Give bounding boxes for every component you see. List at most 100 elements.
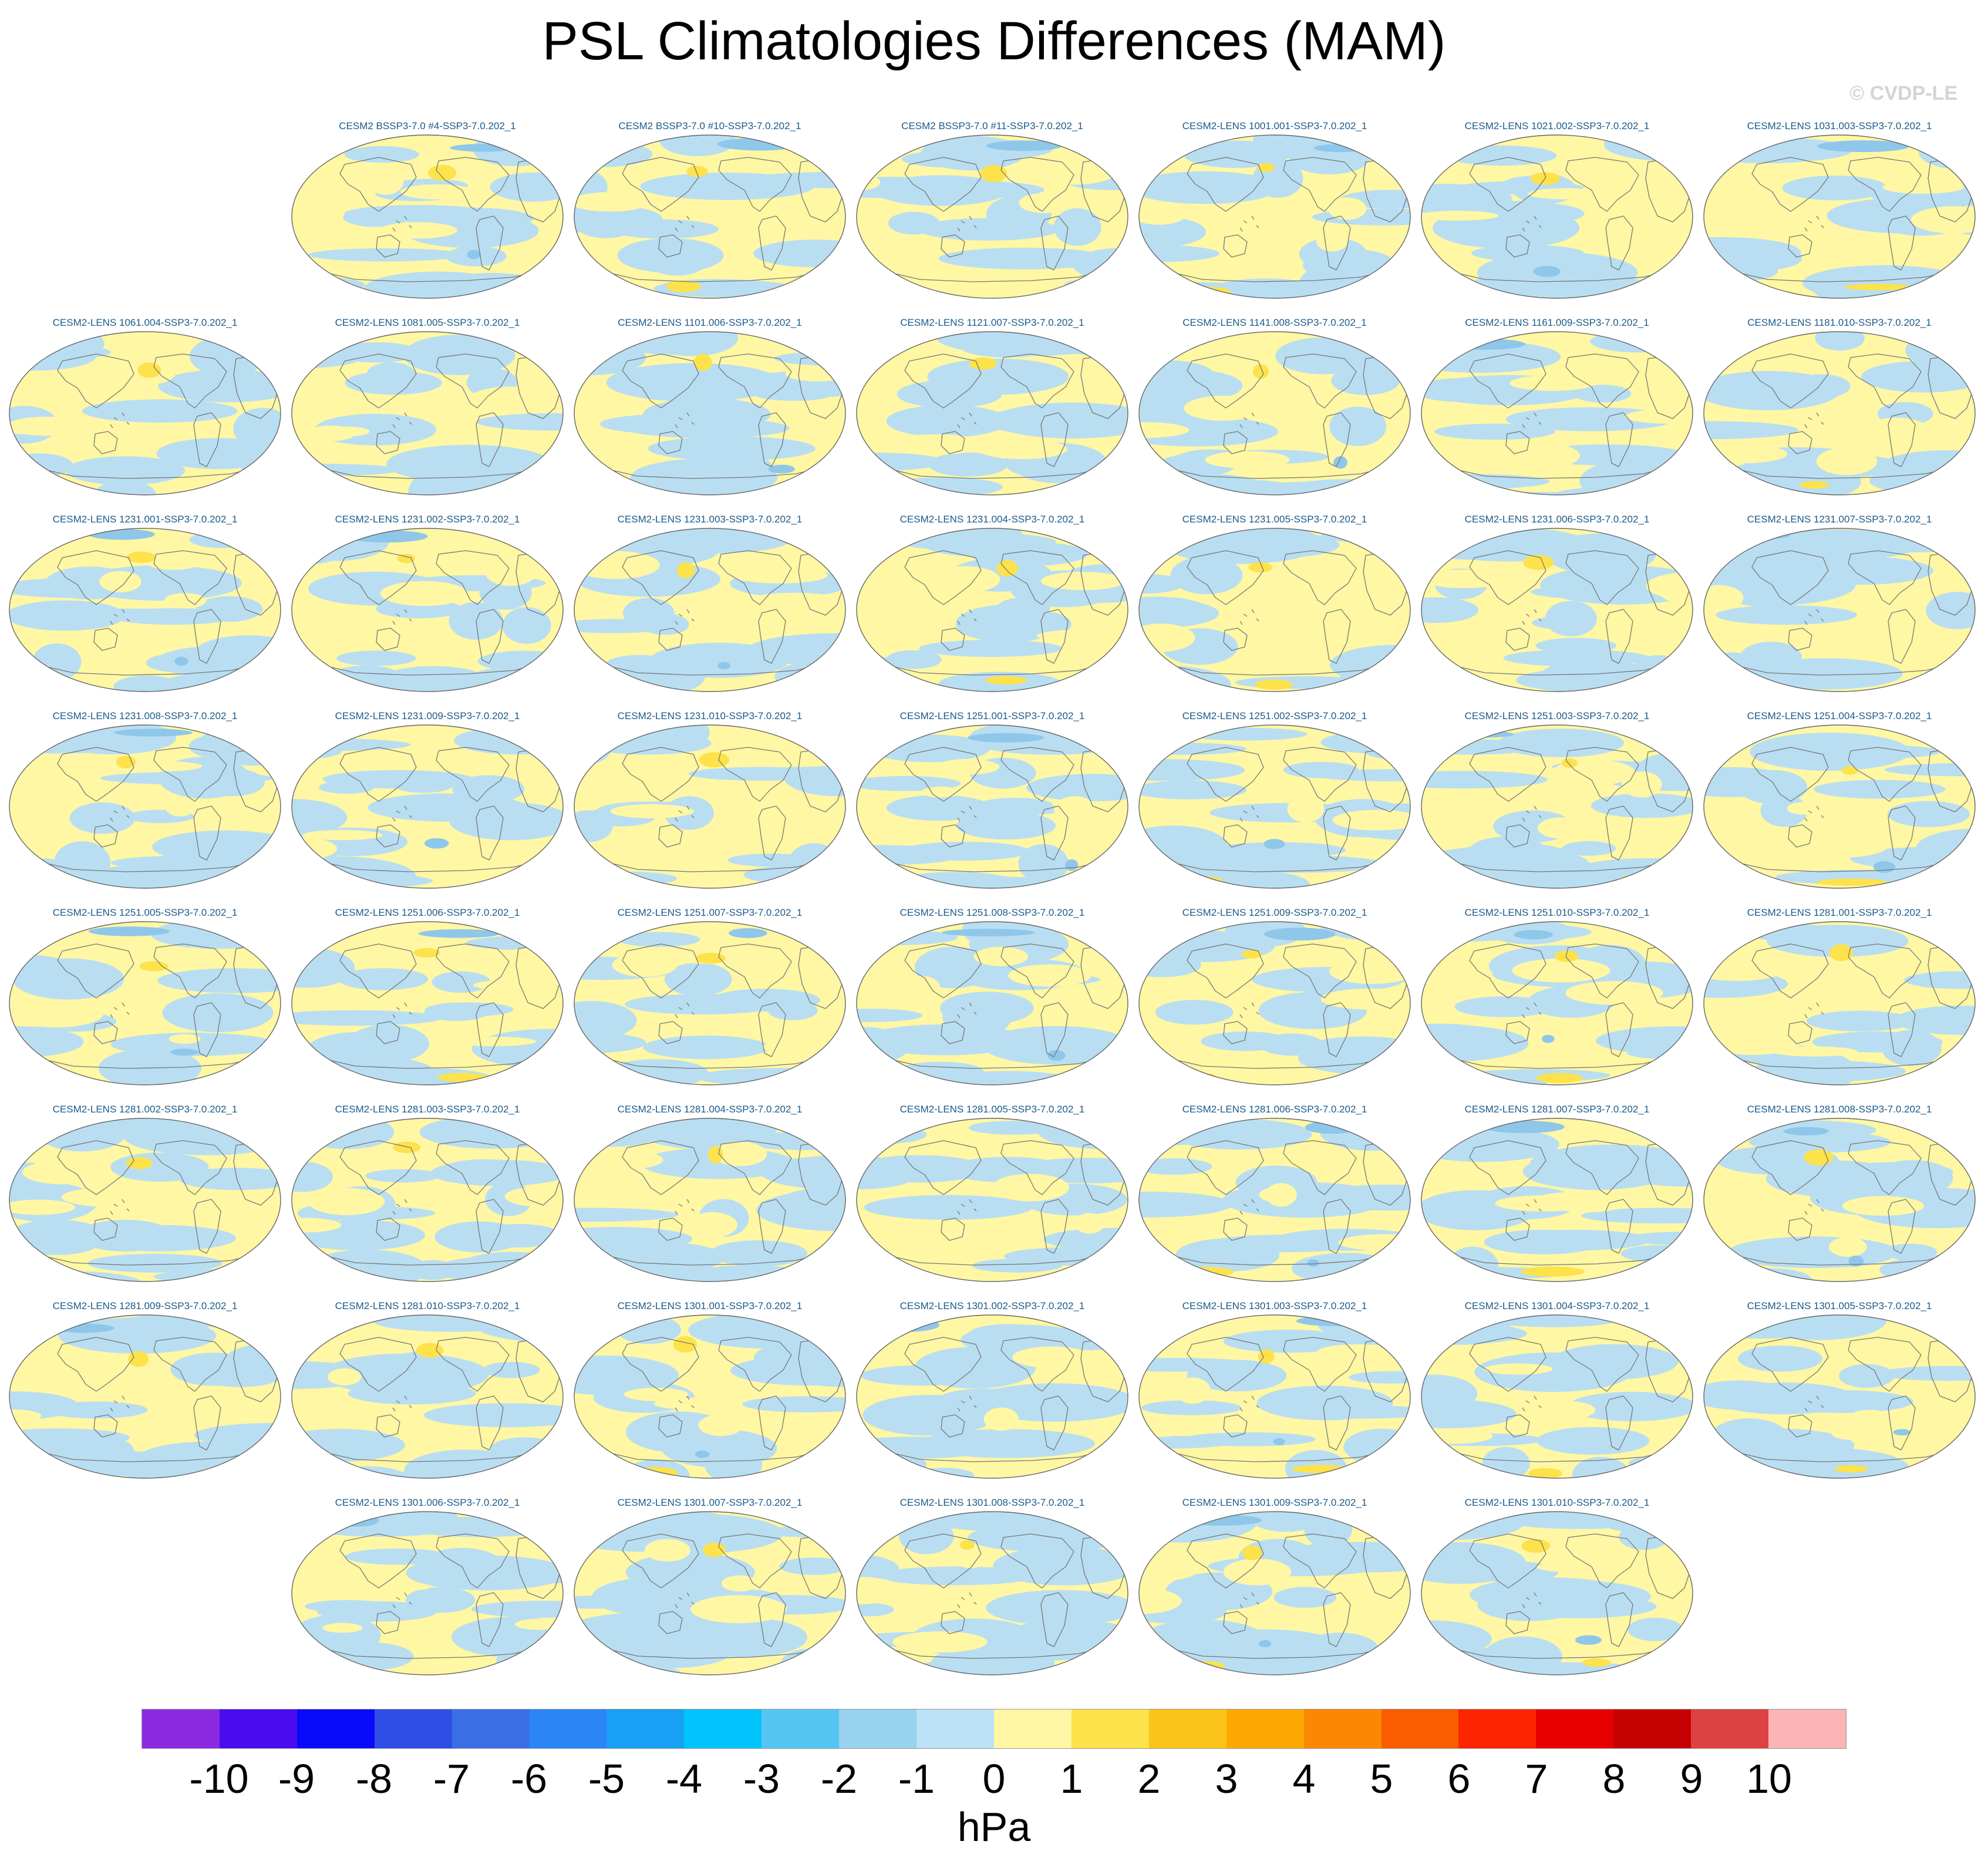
panel-label: CESM2-LENS 1281.001-SSP3-7.0.202_1 — [1747, 907, 1932, 918]
map-globe — [1138, 724, 1411, 889]
colorbar-tick: -1 — [898, 1756, 935, 1802]
map-globe — [291, 921, 564, 1085]
panel-label: CESM2-LENS 1281.002-SSP3-7.0.202_1 — [52, 1104, 238, 1115]
map-panel: CESM2-LENS 1301.008-SSP3-7.0.202_1 — [855, 1497, 1129, 1678]
map-globe — [1703, 724, 1976, 889]
map-panel: CESM2-LENS 1251.010-SSP3-7.0.202_1 — [1420, 907, 1694, 1088]
colorbar-tick: -10 — [189, 1756, 249, 1802]
map-globe — [574, 528, 846, 692]
colorbar-tick: -3 — [743, 1756, 780, 1802]
map-globe — [856, 331, 1128, 495]
map-globe — [574, 1314, 846, 1479]
map-panel: CESM2-LENS 1021.002-SSP3-7.0.202_1 — [1420, 120, 1694, 301]
map-globe — [9, 331, 281, 495]
map-globe — [1703, 134, 1976, 299]
map-panel: CESM2-LENS 1281.009-SSP3-7.0.202_1 — [8, 1300, 282, 1481]
colorbar-tick: 6 — [1447, 1756, 1471, 1802]
map-panel: CESM2-LENS 1231.010-SSP3-7.0.202_1 — [573, 710, 847, 891]
map-panel: CESM2-LENS 1251.005-SSP3-7.0.202_1 — [8, 907, 282, 1088]
map-panel: CESM2-LENS 1281.005-SSP3-7.0.202_1 — [855, 1104, 1129, 1284]
map-globe — [1421, 724, 1693, 889]
map-globe — [9, 528, 281, 692]
map-globe — [1703, 921, 1976, 1085]
colorbar-swatch — [142, 1709, 220, 1748]
map-panel: CESM2-LENS 1251.001-SSP3-7.0.202_1 — [855, 710, 1129, 891]
colorbar-tick: 0 — [982, 1756, 1006, 1802]
panel-label: CESM2-LENS 1021.002-SSP3-7.0.202_1 — [1464, 120, 1650, 131]
map-globe — [1703, 1314, 1976, 1479]
panel-label: CESM2-LENS 1281.005-SSP3-7.0.202_1 — [899, 1104, 1085, 1115]
map-globe — [291, 724, 564, 889]
map-globe — [1421, 331, 1693, 495]
panel-label: CESM2-LENS 1251.003-SSP3-7.0.202_1 — [1464, 710, 1650, 721]
panel-label: CESM2-LENS 1301.001-SSP3-7.0.202_1 — [617, 1300, 803, 1311]
panel-label: CESM2-LENS 1281.004-SSP3-7.0.202_1 — [617, 1104, 803, 1115]
map-globe — [1703, 331, 1976, 495]
map-globe — [574, 1511, 846, 1675]
panel-label: CESM2-LENS 1231.006-SSP3-7.0.202_1 — [1464, 514, 1650, 525]
map-panel: CESM2-LENS 1231.005-SSP3-7.0.202_1 — [1138, 514, 1411, 694]
map-globe — [1138, 1118, 1411, 1282]
map-panel: CESM2-LENS 1231.008-SSP3-7.0.202_1 — [8, 710, 282, 891]
map-globe — [1138, 331, 1411, 495]
colorbar-tick: -6 — [510, 1756, 548, 1802]
colorbar-tick: -7 — [433, 1756, 470, 1802]
colorbar-tick: -5 — [588, 1756, 625, 1802]
map-panel: CESM2-LENS 1081.005-SSP3-7.0.202_1 — [291, 317, 564, 498]
colorbar-tick: 3 — [1215, 1756, 1238, 1802]
map-globe — [1421, 921, 1693, 1085]
colorbar-tick: -2 — [820, 1756, 858, 1802]
panel-label: CESM2-LENS 1281.003-SSP3-7.0.202_1 — [335, 1104, 520, 1115]
map-panel: CESM2-LENS 1281.006-SSP3-7.0.202_1 — [1138, 1104, 1411, 1284]
map-globe — [291, 1118, 564, 1282]
panel-label: CESM2-LENS 1281.007-SSP3-7.0.202_1 — [1464, 1104, 1650, 1115]
map-globe — [574, 921, 846, 1085]
colorbar-swatch — [1071, 1709, 1149, 1748]
panel-label: CESM2-LENS 1231.008-SSP3-7.0.202_1 — [52, 710, 238, 721]
map-globe — [1421, 134, 1693, 299]
map-globe — [9, 1314, 281, 1479]
map-globe — [856, 134, 1128, 299]
credit-watermark: © CVDP-LE — [1849, 82, 1957, 104]
panel-label: CESM2-LENS 1281.008-SSP3-7.0.202_1 — [1747, 1104, 1932, 1115]
map-globe — [291, 1511, 564, 1675]
colorbar-swatch — [606, 1709, 685, 1748]
colorbar-swatch — [1691, 1709, 1769, 1748]
map-panel: CESM2-LENS 1231.007-SSP3-7.0.202_1 — [1703, 514, 1976, 694]
map-panel: CESM2-LENS 1251.008-SSP3-7.0.202_1 — [855, 907, 1129, 1088]
panel-label: CESM2-LENS 1301.009-SSP3-7.0.202_1 — [1182, 1497, 1367, 1508]
map-panel: CESM2-LENS 1231.004-SSP3-7.0.202_1 — [855, 514, 1129, 694]
panel-label: CESM2-LENS 1301.002-SSP3-7.0.202_1 — [899, 1300, 1085, 1311]
panel-label: CESM2-LENS 1251.009-SSP3-7.0.202_1 — [1182, 907, 1367, 918]
colorbar-swatch — [451, 1709, 530, 1748]
panel-label: CESM2-LENS 1251.008-SSP3-7.0.202_1 — [899, 907, 1085, 918]
colorbar-swatch — [761, 1709, 840, 1748]
map-panel: CESM2-LENS 1231.002-SSP3-7.0.202_1 — [291, 514, 564, 694]
colorbar-swatch — [1536, 1709, 1614, 1748]
map-panel: CESM2-LENS 1301.007-SSP3-7.0.202_1 — [573, 1497, 847, 1678]
figure-title: PSL Climatologies Differences (MAM) — [542, 11, 1446, 71]
colorbar-tick-labels: -10 -9 -8 -7 -6 -5 -4 -3 -2 -1 0 1 2 3 4 5 6 7 8 9 10 — [0, 1755, 1988, 1802]
map-panel: CESM2-LENS 1231.009-SSP3-7.0.202_1 — [291, 710, 564, 891]
panel-label: CESM2-LENS 1081.005-SSP3-7.0.202_1 — [335, 317, 520, 328]
map-globe — [1421, 528, 1693, 692]
panel-label: CESM2-LENS 1161.009-SSP3-7.0.202_1 — [1465, 317, 1649, 328]
map-globe — [574, 1118, 846, 1282]
map-globe — [291, 134, 564, 299]
colorbar-tick: 7 — [1525, 1756, 1548, 1802]
map-panel: CESM2-LENS 1281.001-SSP3-7.0.202_1 — [1703, 907, 1976, 1088]
map-panel: CESM2-LENS 1301.001-SSP3-7.0.202_1 — [573, 1300, 847, 1481]
map-globe — [1138, 1511, 1411, 1675]
panel-label: CESM2-LENS 1251.007-SSP3-7.0.202_1 — [617, 907, 803, 918]
map-globe — [574, 331, 846, 495]
colorbar-swatch — [1613, 1709, 1692, 1748]
colorbar-tick: -4 — [665, 1756, 703, 1802]
map-globe — [574, 134, 846, 299]
map-panel: CESM2-LENS 1301.003-SSP3-7.0.202_1 — [1138, 1300, 1411, 1481]
colorbar-swatch — [839, 1709, 917, 1748]
panel-label: CESM2-LENS 1001.001-SSP3-7.0.202_1 — [1182, 120, 1367, 131]
panel-label: CESM2 BSSP3-7.0 #10-SSP3-7.0.202_1 — [618, 120, 801, 131]
map-panel: CESM2-LENS 1031.003-SSP3-7.0.202_1 — [1703, 120, 1976, 301]
map-panel: CESM2-LENS 1231.003-SSP3-7.0.202_1 — [573, 514, 847, 694]
map-globe — [1138, 1314, 1411, 1479]
